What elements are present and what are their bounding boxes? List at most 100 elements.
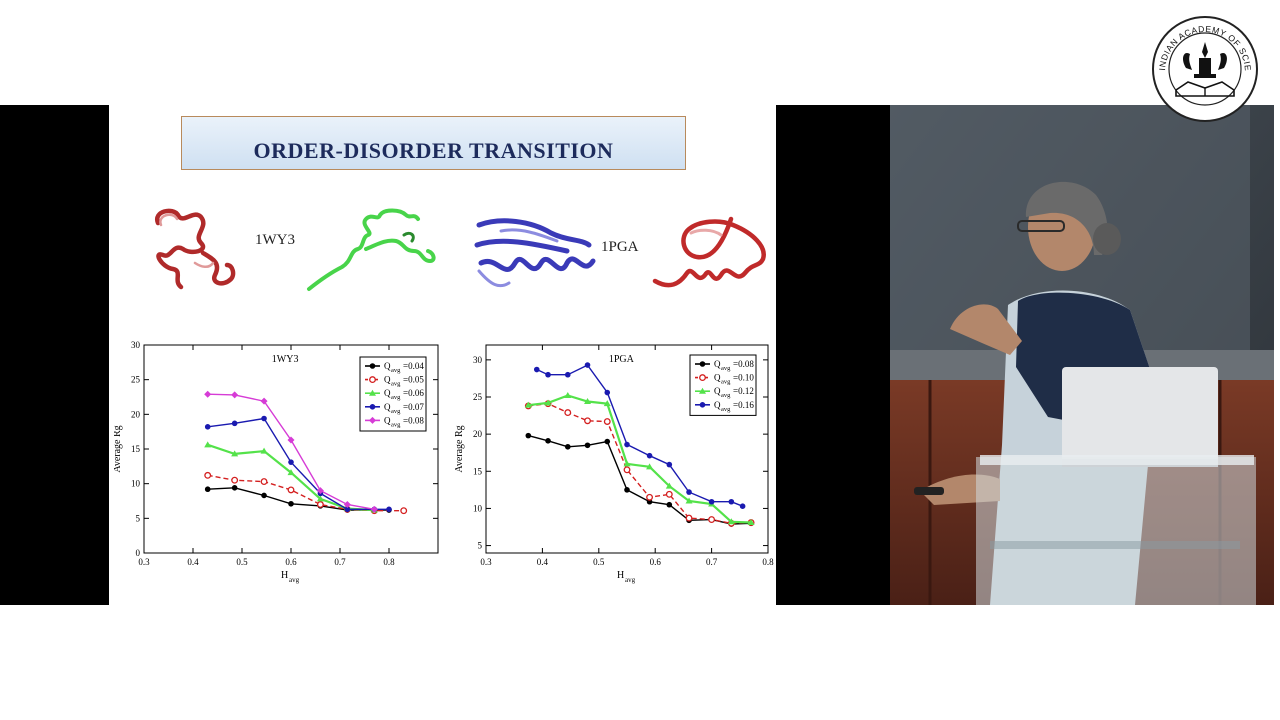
data-point (204, 424, 211, 430)
legend-label-value: =0.04 (403, 361, 424, 371)
data-point (316, 501, 324, 508)
data-point (287, 486, 295, 494)
protein-1pga-unfolded-image (652, 216, 766, 288)
legend-label-sub: avg (721, 365, 731, 372)
y-tick-label: 25 (473, 392, 483, 402)
data-point (261, 415, 267, 422)
data-point (685, 497, 693, 504)
x-tick-label: 0.4 (187, 557, 199, 567)
data-point (204, 486, 211, 493)
data-point (666, 501, 673, 508)
legend-marker (369, 416, 376, 424)
protein-1pga-folded-image (474, 218, 596, 288)
data-point (623, 466, 631, 474)
data-point (564, 371, 571, 378)
data-point (603, 400, 611, 407)
y-tick-label: 5 (478, 541, 483, 551)
data-point (739, 503, 746, 509)
series-line (528, 394, 752, 524)
data-point (287, 469, 295, 476)
legend-marker (699, 374, 706, 382)
y-tick-label: 10 (473, 503, 483, 513)
data-point (584, 417, 591, 425)
data-point (545, 371, 551, 378)
left-black-bar (0, 105, 109, 605)
data-point (260, 478, 268, 486)
x-tick-label: 0.7 (706, 557, 718, 567)
legend-label-sub: avg (391, 421, 401, 428)
data-point (204, 390, 212, 398)
data-point (288, 459, 294, 465)
series-1 (524, 400, 755, 527)
data-point (545, 438, 551, 444)
chart-title: 1PGA (609, 354, 635, 365)
data-point (584, 362, 591, 368)
data-point (316, 495, 324, 502)
x-tick-label: 0.3 (480, 557, 492, 567)
legend-label-value: =0.16 (733, 400, 754, 410)
legend-label-value: =0.08 (403, 415, 424, 425)
x-tick-label: 0.5 (593, 557, 605, 567)
x-tick-label: 0.3 (138, 557, 150, 567)
data-point (708, 498, 715, 505)
data-point (584, 442, 591, 449)
y-tick-label: 0 (136, 548, 141, 558)
y-tick-label: 10 (131, 479, 141, 489)
presentation-slide: ORDER-DISORDER TRANSITION 1WY3 1PGA 0.3 0… (109, 105, 776, 605)
y-tick-label: 15 (131, 444, 141, 454)
data-point (624, 441, 630, 448)
y-tick-label: 20 (473, 429, 483, 439)
series-3 (204, 415, 392, 513)
y-tick-label: 20 (131, 409, 141, 419)
y-tick-label: 15 (473, 466, 483, 476)
legend-label-sub: avg (391, 408, 401, 415)
legend-label-value: =0.06 (403, 388, 424, 398)
data-point (685, 514, 693, 522)
legend-marker (699, 402, 706, 408)
chart-title: 1WY3 (272, 354, 299, 365)
academy-seal-logo: INDIAN ACADEMY OF SCIENCES (1150, 14, 1258, 122)
data-point (564, 443, 571, 450)
y-tick-label: 30 (473, 355, 483, 365)
series-line (536, 364, 743, 507)
data-point (603, 418, 611, 425)
legend-label-sub: avg (721, 406, 731, 413)
speaker-video-feed (890, 105, 1274, 605)
legend-marker (699, 387, 706, 394)
legend-label-sub: avg (391, 381, 401, 388)
data-point (204, 441, 212, 448)
legend-label-value: =0.10 (733, 373, 754, 383)
x-tick-label: 0.4 (537, 557, 549, 567)
legend-label-value: =0.07 (403, 402, 424, 412)
x-tick-label: 0.5 (236, 557, 248, 567)
data-point (708, 516, 716, 524)
data-point (646, 493, 654, 501)
data-point (544, 399, 552, 406)
legend-label: Q (384, 415, 391, 425)
data-point (646, 463, 654, 470)
x-tick-label: 0.8 (762, 557, 774, 567)
data-point (343, 500, 351, 508)
legend-marker (369, 363, 376, 369)
legend-label: Q (714, 359, 721, 369)
data-point (400, 507, 408, 515)
data-point (623, 460, 631, 467)
legend-label: Q (714, 373, 721, 383)
data-point (260, 397, 268, 405)
data-point (231, 450, 239, 457)
data-point (260, 447, 268, 454)
data-point (370, 505, 378, 513)
series-4 (204, 390, 378, 513)
series-line (528, 402, 752, 525)
x-axis-label: H (617, 570, 624, 581)
data-point (287, 436, 295, 444)
data-point (686, 489, 692, 495)
middle-black-bar (776, 105, 890, 605)
data-point (316, 487, 324, 495)
legend-marker (699, 361, 706, 367)
data-point (533, 366, 540, 373)
data-point (564, 409, 572, 417)
legend-marker (369, 404, 376, 410)
legend-label-sub: avg (721, 379, 731, 386)
